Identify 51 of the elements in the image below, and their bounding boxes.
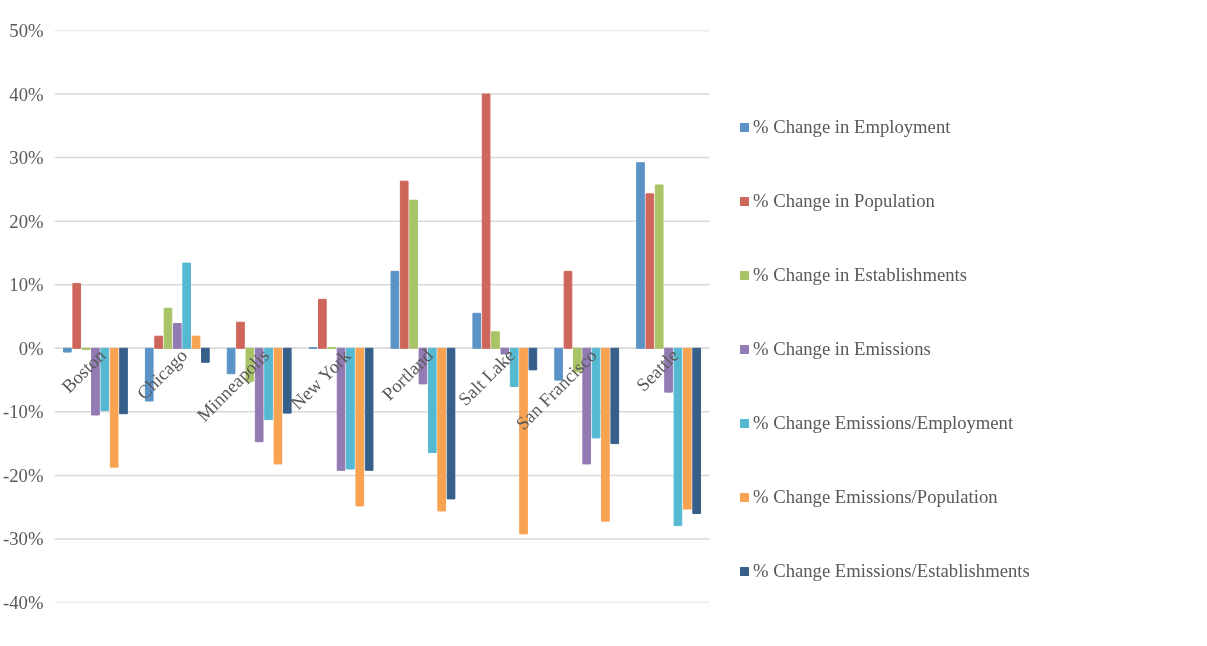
bar <box>437 347 446 512</box>
bar <box>409 199 418 349</box>
legend-label: % Change in Establishments <box>753 264 968 286</box>
bar <box>601 347 610 522</box>
bar <box>273 347 283 465</box>
y-tick-label: 30% <box>9 147 44 169</box>
bar <box>72 282 82 349</box>
bar <box>645 193 655 349</box>
y-tick-label: 0% <box>18 337 44 359</box>
bar <box>172 322 182 349</box>
y-tick-label: 40% <box>9 83 44 105</box>
bar <box>119 347 128 415</box>
y-tick-label: -20% <box>3 464 44 486</box>
bar <box>563 270 573 349</box>
legend-label: % Change in Population <box>753 190 935 212</box>
bar <box>236 321 245 349</box>
y-tick-label: 50% <box>9 20 44 41</box>
bar <box>654 184 664 349</box>
y-tick-label: 20% <box>9 210 44 232</box>
bar <box>399 180 409 349</box>
y-tick-label: -30% <box>3 528 44 550</box>
y-tick-label: -10% <box>3 401 44 423</box>
bar <box>528 347 538 371</box>
bar <box>282 347 292 414</box>
bar <box>163 307 173 349</box>
bar <box>390 270 400 349</box>
bar <box>191 335 201 349</box>
legend-label: % Change in Emissions <box>753 338 931 360</box>
bar <box>636 162 645 349</box>
bar <box>63 347 72 353</box>
bar <box>446 347 456 500</box>
y-tick-label: -40% <box>3 592 44 613</box>
bar <box>682 347 692 510</box>
legend-label: % Change in Employment <box>753 116 951 138</box>
bar <box>355 347 365 507</box>
bar <box>154 335 163 349</box>
bar <box>692 347 701 515</box>
bar <box>481 93 491 349</box>
bar <box>364 347 374 471</box>
legend-label: % Change Emissions/Population <box>753 486 998 508</box>
x-tick-label: New York <box>286 344 356 414</box>
bar <box>472 312 482 349</box>
bar <box>109 347 119 468</box>
bar <box>610 347 620 445</box>
bar <box>182 262 192 349</box>
bar <box>491 331 500 349</box>
bar <box>318 298 327 349</box>
legend-label: % Change Emissions/Establishments <box>753 560 1030 582</box>
x-tick-label: Salt Lake <box>453 344 519 410</box>
y-tick-label: 10% <box>9 274 44 296</box>
legend-label: % Change Emissions/Employment <box>753 412 1014 434</box>
